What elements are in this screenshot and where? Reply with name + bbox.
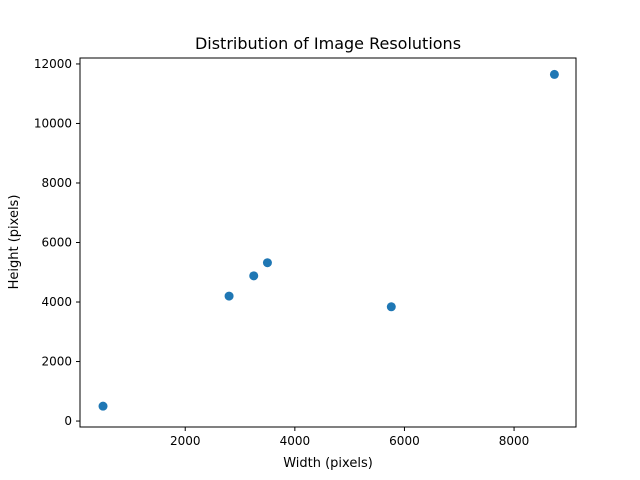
x-tick-label: 4000 xyxy=(280,434,311,448)
x-tick-label: 2000 xyxy=(170,434,201,448)
data-point xyxy=(224,291,234,301)
data-point xyxy=(386,302,396,312)
y-tick-label: 6000 xyxy=(41,236,72,250)
x-tick-label: 6000 xyxy=(389,434,420,448)
data-point xyxy=(98,401,108,411)
data-points xyxy=(98,69,559,411)
y-tick-label: 10000 xyxy=(34,116,72,130)
y-axis-label: Height (pixels) xyxy=(7,195,22,290)
y-tick-label: 4000 xyxy=(41,295,72,309)
plot-frame xyxy=(79,57,577,428)
y-tick-label: 12000 xyxy=(34,57,72,71)
data-point xyxy=(249,271,259,281)
x-axis-ticks: 2000 4000 6000 8000 xyxy=(170,427,529,448)
y-tick-label: 0 xyxy=(64,414,72,428)
y-tick-label: 8000 xyxy=(41,176,72,190)
y-tick-label: 2000 xyxy=(41,355,72,369)
x-tick-label: 8000 xyxy=(499,434,530,448)
chart-title: Distribution of Image Resolutions xyxy=(195,34,461,53)
y-axis-ticks: 0 2000 4000 6000 8000 10000 12000 xyxy=(34,57,80,428)
data-point xyxy=(262,258,272,268)
data-point xyxy=(549,69,559,79)
x-axis-label: Width (pixels) xyxy=(283,456,373,471)
